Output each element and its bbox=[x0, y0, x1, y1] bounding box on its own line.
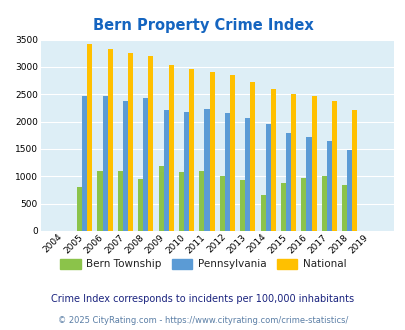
Text: Bern Property Crime Index: Bern Property Crime Index bbox=[92, 18, 313, 33]
Bar bbox=[229, 75, 234, 231]
Bar bbox=[326, 141, 331, 231]
Bar bbox=[306, 137, 311, 231]
Bar bbox=[239, 180, 245, 231]
Bar bbox=[189, 69, 194, 231]
Bar bbox=[138, 179, 143, 231]
Text: Crime Index corresponds to incidents per 100,000 inhabitants: Crime Index corresponds to incidents per… bbox=[51, 294, 354, 304]
Bar bbox=[183, 112, 189, 231]
Bar bbox=[148, 56, 153, 231]
Bar bbox=[117, 171, 123, 231]
Bar bbox=[97, 171, 102, 231]
Text: © 2025 CityRating.com - https://www.cityrating.com/crime-statistics/: © 2025 CityRating.com - https://www.city… bbox=[58, 316, 347, 325]
Bar bbox=[82, 96, 87, 231]
Bar bbox=[199, 171, 204, 231]
Bar bbox=[331, 101, 336, 231]
Bar bbox=[179, 172, 183, 231]
Bar bbox=[301, 178, 306, 231]
Bar bbox=[346, 149, 352, 231]
Bar bbox=[260, 195, 265, 231]
Bar bbox=[270, 89, 275, 231]
Bar bbox=[102, 96, 107, 231]
Bar bbox=[352, 110, 356, 231]
Bar bbox=[290, 94, 296, 231]
Bar bbox=[219, 176, 224, 231]
Bar bbox=[341, 185, 346, 231]
Bar bbox=[204, 109, 209, 231]
Bar bbox=[311, 96, 316, 231]
Bar bbox=[285, 133, 290, 231]
Bar bbox=[224, 113, 229, 231]
Bar bbox=[77, 187, 82, 231]
Bar bbox=[143, 98, 148, 231]
Bar bbox=[158, 166, 163, 231]
Bar bbox=[168, 65, 173, 231]
Bar bbox=[107, 49, 113, 231]
Bar bbox=[265, 124, 270, 231]
Bar bbox=[280, 183, 285, 231]
Bar bbox=[87, 44, 92, 231]
Bar bbox=[245, 118, 250, 231]
Bar bbox=[128, 53, 133, 231]
Bar bbox=[163, 110, 168, 231]
Bar bbox=[123, 101, 128, 231]
Bar bbox=[321, 176, 326, 231]
Legend: Bern Township, Pennsylvania, National: Bern Township, Pennsylvania, National bbox=[55, 255, 350, 274]
Bar bbox=[209, 72, 214, 231]
Bar bbox=[250, 82, 255, 231]
